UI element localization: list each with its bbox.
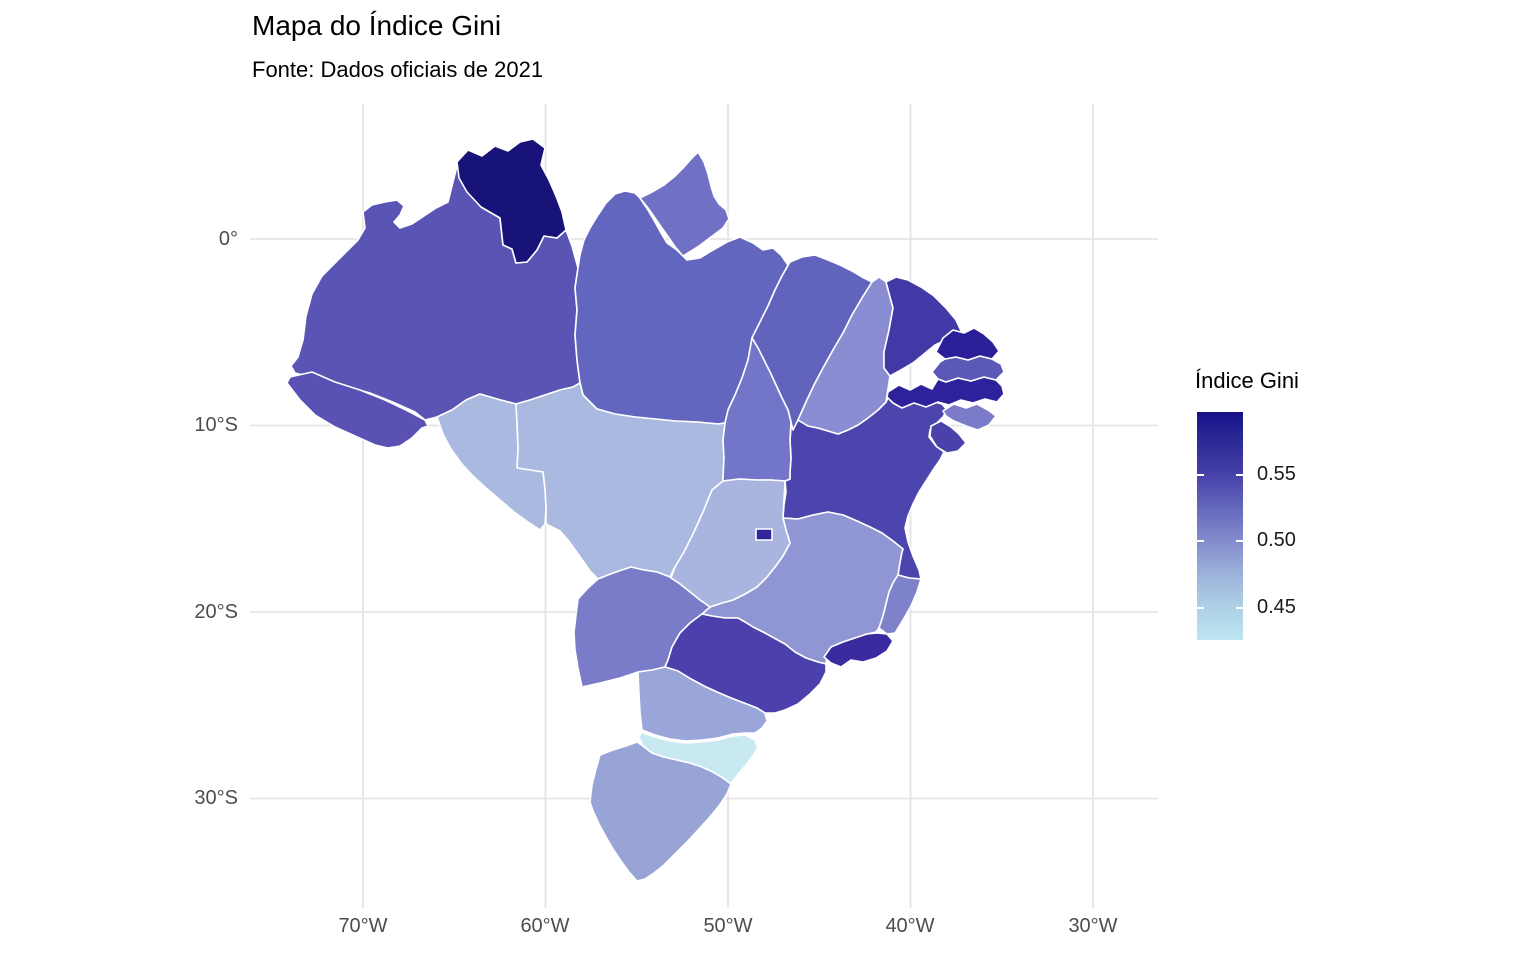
x-axis-label-30w: 30°W xyxy=(1068,915,1118,937)
y-axis-label-30s: 30°S xyxy=(194,787,238,809)
state-goias xyxy=(670,478,791,608)
y-axis-label-10s: 10°S xyxy=(194,414,238,436)
state-santa-catarina xyxy=(638,731,759,785)
legend-colorbar xyxy=(1197,412,1243,640)
state-parana xyxy=(637,666,768,742)
state-amapa xyxy=(639,151,730,257)
y-axis-label-20s: 20°S xyxy=(194,601,238,623)
legend-tick-mark xyxy=(1236,540,1243,542)
legend-tick-label-055: 0.55 xyxy=(1257,463,1296,485)
state-acre xyxy=(286,371,429,449)
legend-tick-mark xyxy=(1197,540,1204,542)
state-rondonia xyxy=(436,393,547,531)
x-axis-label-50w: 50°W xyxy=(703,915,753,937)
brazil-states xyxy=(286,138,1005,882)
legend-tick-mark xyxy=(1197,474,1204,476)
x-axis-label-70w: 70°W xyxy=(338,915,388,937)
state-rio-de-janeiro xyxy=(823,632,894,668)
legend-tick-mark xyxy=(1236,607,1243,609)
legend-title: Índice Gini xyxy=(1195,368,1299,393)
legend-tick-label-050: 0.50 xyxy=(1257,529,1296,551)
plot-title: Mapa do Índice Gini xyxy=(252,10,502,41)
state-espirito-santo xyxy=(878,574,922,635)
y-axis-label-0: 0° xyxy=(218,228,238,250)
state-roraima xyxy=(456,138,567,264)
legend-tick-label-045: 0.45 xyxy=(1257,596,1296,618)
x-axis-label-60w: 60°W xyxy=(520,915,570,937)
legend-tick-mark xyxy=(1236,474,1243,476)
x-axis-label-40w: 40°W xyxy=(885,915,935,937)
state-distrito-federal xyxy=(755,528,773,541)
state-sergipe xyxy=(929,420,967,454)
legend-tick-mark xyxy=(1197,607,1204,609)
plot-subtitle: Fonte: Dados oficiais de 2021 xyxy=(252,57,544,82)
state-alagoas xyxy=(942,403,997,431)
state-rio-grande-do-norte xyxy=(935,327,1000,361)
state-pernambuco xyxy=(886,376,1005,409)
